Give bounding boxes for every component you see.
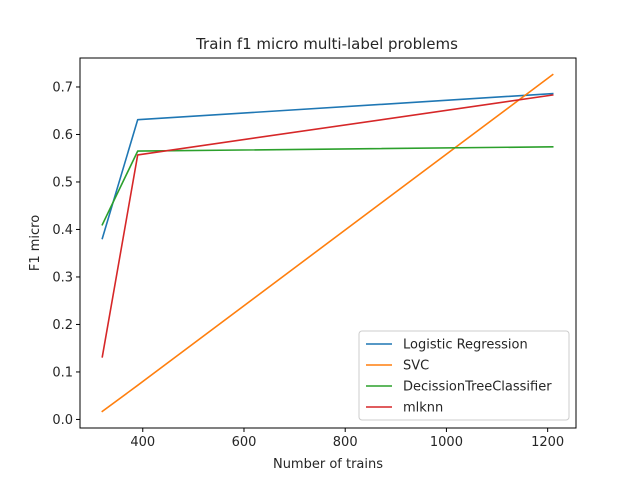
axes-frame <box>79 57 577 429</box>
y-tick-label: 0.4 <box>52 223 73 238</box>
x-tick-label: 600 <box>232 435 257 450</box>
x-tick-label: 800 <box>333 435 358 450</box>
series-line-2 <box>101 73 554 413</box>
legend: Logistic Regression SVC DecissionTreeClass… <box>358 330 570 421</box>
y-tick-label: 0.0 <box>52 413 73 428</box>
x-tick-label: 1000 <box>430 435 463 450</box>
y-axis-title: F1 micro <box>28 215 43 271</box>
x-axis-title: Number of trains <box>273 457 383 472</box>
y-tick-label: 0.1 <box>52 365 73 380</box>
x-tick-label: 400 <box>130 435 155 450</box>
x-tick-label: 1200 <box>531 435 564 450</box>
legend-label: Logistic Regression <box>403 338 528 353</box>
legend-label: DecissionTreeClassifier <box>403 380 552 395</box>
y-tick-label: 0.5 <box>52 175 73 190</box>
legend-label: mlknn <box>403 401 443 416</box>
x-axis: 400 600 800 1000 1200 <box>130 428 564 450</box>
y-tick-label: 0.3 <box>52 270 73 285</box>
plot-area <box>101 73 554 413</box>
series-line-3 <box>101 145 554 226</box>
y-axis: 0.0 0.1 0.2 0.3 0.4 0.5 0.6 0.7 <box>52 80 80 428</box>
chart-title: Train f1 micro multi-label problems <box>195 35 458 53</box>
series-line-4 <box>101 94 554 358</box>
y-tick-label: 0.6 <box>52 128 73 143</box>
y-tick-label: 0.2 <box>52 318 73 333</box>
legend-box <box>358 330 570 421</box>
y-tick-label: 0.7 <box>52 80 73 95</box>
legend-label: SVC <box>403 359 429 374</box>
